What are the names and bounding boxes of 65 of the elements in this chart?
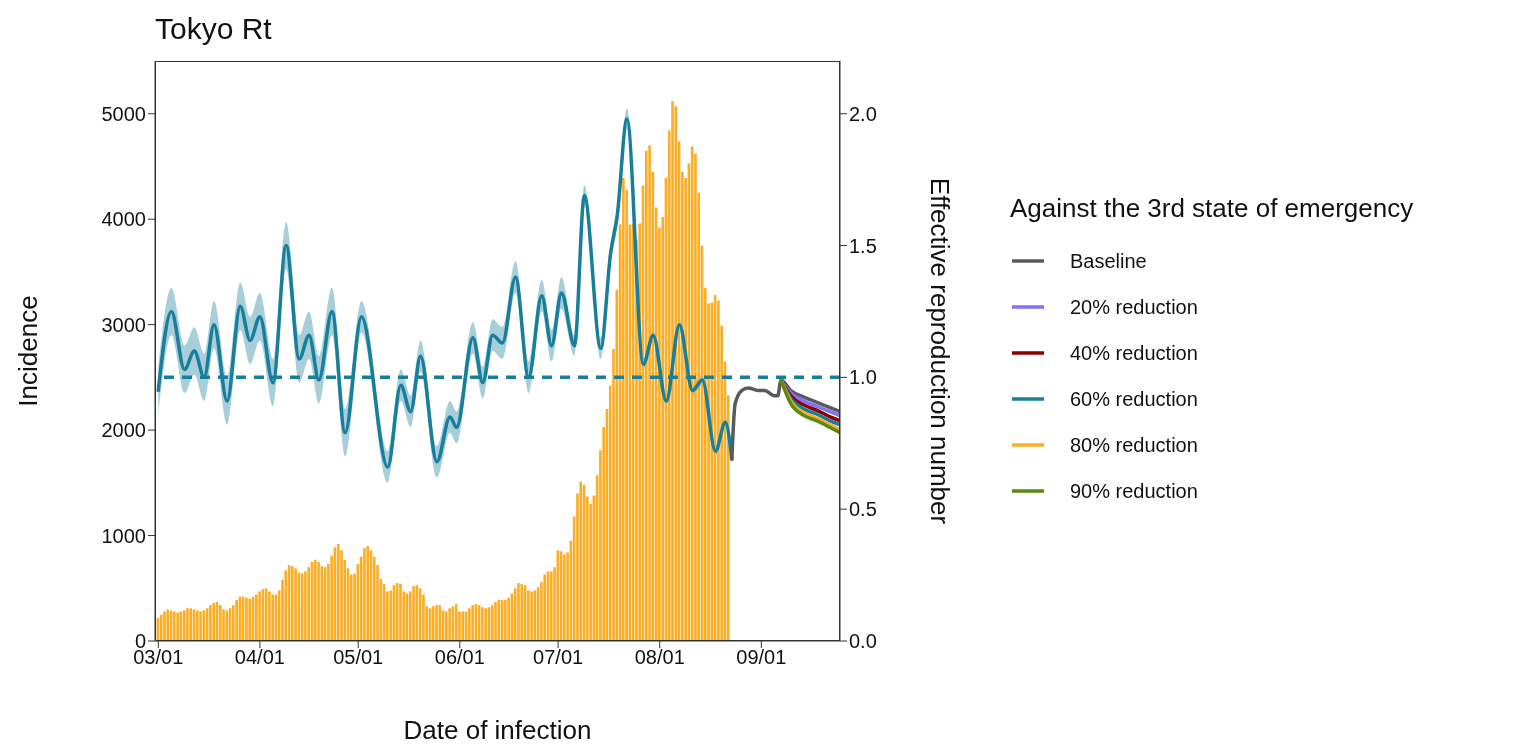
y-tick-label: 5000: [101, 102, 146, 125]
legend-label: 40% reduction: [1070, 341, 1198, 365]
y2-tick-label: 0.0: [849, 630, 877, 653]
y-axis-title: Incidence: [13, 295, 44, 407]
bar: [294, 568, 297, 641]
legend-title: Against the 3rd state of emergency: [1010, 193, 1414, 224]
bar: [212, 603, 215, 641]
y2-tick-label: 2.0: [849, 102, 877, 125]
bar: [517, 583, 520, 641]
bar: [494, 601, 497, 641]
bar: [445, 611, 448, 641]
x-tick-label: 05/01: [333, 646, 384, 669]
legend-label: Baseline: [1070, 249, 1147, 273]
x-tick-label: 04/01: [234, 646, 285, 669]
bar: [258, 591, 261, 641]
bar: [336, 543, 340, 641]
bar: [671, 101, 674, 641]
bar: [222, 609, 225, 641]
legend-label: 80% reduction: [1070, 433, 1198, 457]
x-axis-title: Date of infection: [403, 715, 592, 746]
x-tick-label: 09/01: [736, 646, 787, 669]
x-tick-label: 06/01: [434, 646, 485, 669]
bar: [245, 597, 248, 641]
bar: [235, 599, 238, 641]
legend-label: 60% reduction: [1070, 387, 1198, 411]
x-tick-label: 08/01: [634, 646, 685, 669]
bar: [468, 608, 471, 641]
y-tick-label: 4000: [101, 208, 146, 231]
bar: [363, 548, 366, 641]
y2-tick-label: 1.5: [849, 234, 877, 257]
bar: [563, 554, 566, 641]
bar: [471, 605, 474, 641]
y2-tick-label: 0.5: [849, 498, 877, 521]
y-tick-label: 2000: [101, 419, 146, 442]
legend-label: 90% reduction: [1070, 479, 1198, 503]
chart-title: Tokyo Rt: [155, 12, 272, 46]
bar: [317, 561, 320, 641]
bar: [186, 608, 189, 641]
bar: [648, 145, 651, 641]
bar: [448, 608, 451, 641]
bar: [291, 566, 294, 641]
bar: [622, 178, 625, 641]
y-tick-label: 1000: [101, 524, 146, 547]
x-tick-label: 07/01: [533, 646, 584, 669]
bar: [271, 594, 274, 641]
legend-label: 20% reduction: [1070, 295, 1198, 319]
bar: [199, 611, 202, 641]
y2-axis-title: Effective reproduction number: [924, 177, 955, 525]
line-series: [730, 378, 840, 461]
bar: [366, 546, 370, 641]
bar: [176, 612, 179, 641]
bar: [412, 586, 415, 641]
y-tick-label: 3000: [101, 313, 146, 336]
bar: [481, 607, 484, 641]
bar: [504, 599, 507, 641]
bar: [530, 591, 533, 641]
bar: [399, 584, 402, 641]
bar: [507, 597, 510, 641]
bar: [209, 605, 212, 641]
bar: [268, 591, 271, 641]
bar: [173, 611, 176, 641]
y2-tick-label: 1.0: [849, 366, 877, 389]
bar: [435, 605, 438, 641]
bar: [304, 571, 307, 641]
bar: [163, 611, 166, 641]
